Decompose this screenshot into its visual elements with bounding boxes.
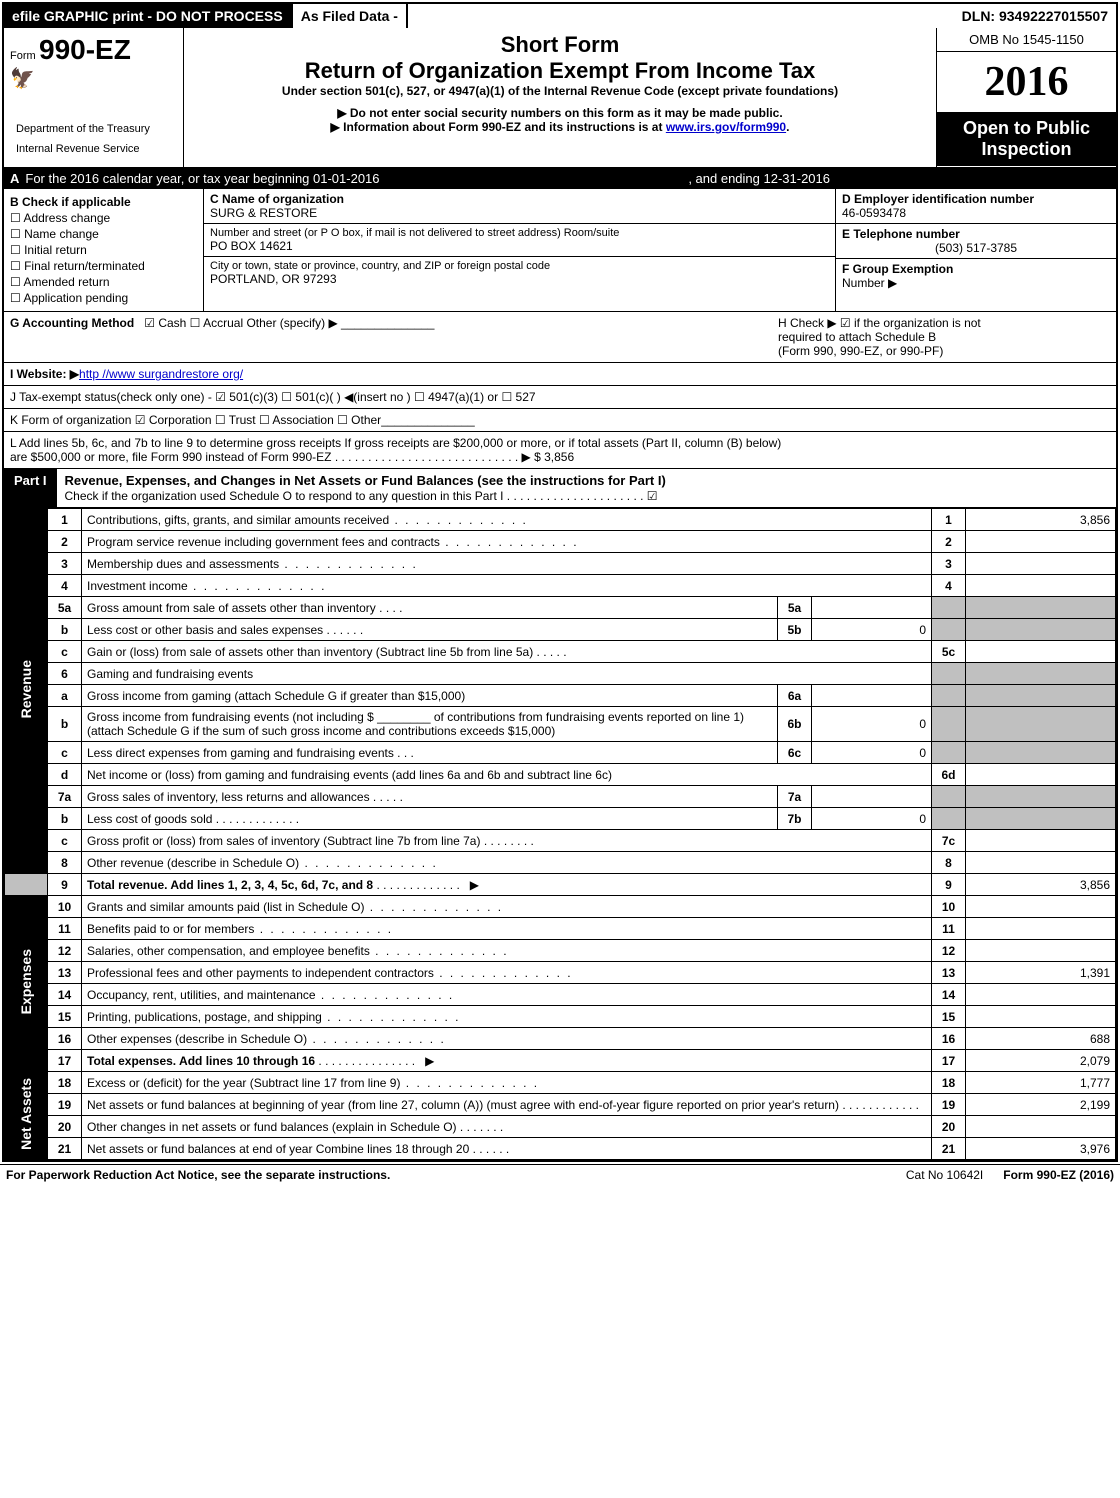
header-left: Form 990-EZ 🦅 Department of the Treasury… bbox=[4, 28, 184, 167]
dln: DLN: 93492227015507 bbox=[954, 4, 1116, 28]
revenue-side-label: Revenue bbox=[5, 509, 48, 874]
table-row: 15 Printing, publications, postage, and … bbox=[5, 1006, 1116, 1028]
table-row: 21 Net assets or fund balances at end of… bbox=[5, 1138, 1116, 1160]
expenses-side-label: Expenses bbox=[5, 896, 48, 1072]
info-link-line: ▶ Information about Form 990-EZ and its … bbox=[192, 120, 928, 134]
header-center: Short Form Return of Organization Exempt… bbox=[184, 28, 936, 167]
form-990ez: efile GRAPHIC print - DO NOT PROCESS As … bbox=[2, 2, 1118, 1162]
table-row: 13 Professional fees and other payments … bbox=[5, 962, 1116, 984]
table-row: d Net income or (loss) from gaming and f… bbox=[5, 764, 1116, 786]
header-right: OMB No 1545-1150 2016 Open to Public Ins… bbox=[936, 28, 1116, 167]
title-main: Return of Organization Exempt From Incom… bbox=[192, 58, 928, 84]
header: Form 990-EZ 🦅 Department of the Treasury… bbox=[4, 28, 1116, 168]
amt-17: 2,079 bbox=[966, 1050, 1116, 1072]
amt-21: 3,976 bbox=[966, 1138, 1116, 1160]
chk-initial-return[interactable]: Initial return bbox=[10, 243, 197, 257]
table-row: 4 Investment income 4 bbox=[5, 575, 1116, 597]
amt-19: 2,199 bbox=[966, 1094, 1116, 1116]
dept-treasury: Department of the Treasury bbox=[10, 121, 177, 141]
amt-16: 688 bbox=[966, 1028, 1116, 1050]
table-row: c Gross profit or (loss) from sales of i… bbox=[5, 830, 1116, 852]
finance-table: Revenue 1 Contributions, gifts, grants, … bbox=[4, 508, 1116, 1160]
entity-info-grid: B Check if applicable Address change Nam… bbox=[4, 189, 1116, 312]
table-row: 8 Other revenue (describe in Schedule O)… bbox=[5, 852, 1116, 874]
table-row: 14 Occupancy, rent, utilities, and maint… bbox=[5, 984, 1116, 1006]
ein-value: 46-0593478 bbox=[842, 206, 906, 220]
table-row: 9 Total revenue. Add lines 1, 2, 3, 4, 5… bbox=[5, 874, 1116, 896]
table-row: 5a Gross amount from sale of assets othe… bbox=[5, 597, 1116, 619]
table-row: 6 Gaming and fundraising events bbox=[5, 663, 1116, 685]
top-bar: efile GRAPHIC print - DO NOT PROCESS As … bbox=[4, 4, 1116, 28]
section-b-checkboxes: B Check if applicable Address change Nam… bbox=[4, 189, 204, 311]
phone-value: (503) 517-3785 bbox=[842, 241, 1110, 255]
org-name: SURG & RESTORE bbox=[210, 206, 829, 220]
org-city: PORTLAND, OR 97293 bbox=[210, 272, 829, 286]
org-street: PO BOX 14621 bbox=[210, 239, 829, 253]
website-link[interactable]: http //www surgandrestore org/ bbox=[79, 367, 243, 381]
table-row: Revenue 1 Contributions, gifts, grants, … bbox=[5, 509, 1116, 531]
amt-18: 1,777 bbox=[966, 1072, 1116, 1094]
table-row: c Less direct expenses from gaming and f… bbox=[5, 742, 1116, 764]
table-row: 2 Program service revenue including gove… bbox=[5, 531, 1116, 553]
table-row: 20 Other changes in net assets or fund b… bbox=[5, 1116, 1116, 1138]
cat-no: Cat No 10642I bbox=[886, 1168, 1003, 1182]
netassets-side-label: Net Assets bbox=[5, 1072, 48, 1160]
row-g-h: G Accounting Method ☑ Cash ☐ Accrual Oth… bbox=[4, 312, 1116, 363]
form-prefix: Form bbox=[10, 50, 36, 62]
table-row: 7a Gross sales of inventory, less return… bbox=[5, 786, 1116, 808]
chk-application-pending[interactable]: Application pending bbox=[10, 291, 197, 305]
warning-ssn: ▶ Do not enter social security numbers o… bbox=[192, 106, 928, 120]
row-j-tax-exempt: J Tax-exempt status(check only one) - ☑ … bbox=[4, 386, 1116, 409]
amt-1: 3,856 bbox=[966, 509, 1116, 531]
table-row: b Gross income from fundraising events (… bbox=[5, 707, 1116, 742]
table-row: 11 Benefits paid to or for members 11 bbox=[5, 918, 1116, 940]
table-row: b Less cost of goods sold . . . . . . . … bbox=[5, 808, 1116, 830]
chk-final-return[interactable]: Final return/terminated bbox=[10, 259, 197, 273]
section-h: H Check ▶ ☑ if the organization is not r… bbox=[770, 316, 1110, 358]
row-k-form-org: K Form of organization ☑ Corporation ☐ T… bbox=[4, 409, 1116, 432]
section-c-org: C Name of organization SURG & RESTORE Nu… bbox=[204, 189, 836, 311]
section-d-ein: D Employer identification number 46-0593… bbox=[836, 189, 1116, 311]
table-row: 12 Salaries, other compensation, and emp… bbox=[5, 940, 1116, 962]
tax-year: 2016 bbox=[937, 52, 1116, 112]
table-row: Expenses 10 Grants and similar amounts p… bbox=[5, 896, 1116, 918]
table-row: 16 Other expenses (describe in Schedule … bbox=[5, 1028, 1116, 1050]
amt-9: 3,856 bbox=[966, 874, 1116, 896]
open-inspection: Open to Public Inspection bbox=[937, 112, 1116, 166]
chk-amended-return[interactable]: Amended return bbox=[10, 275, 197, 289]
treasury-seal-icon: 🦅 bbox=[10, 66, 177, 91]
efile-notice: efile GRAPHIC print - DO NOT PROCESS bbox=[4, 4, 291, 28]
table-row: a Gross income from gaming (attach Sched… bbox=[5, 685, 1116, 707]
subtitle-section: Under section 501(c), 527, or 4947(a)(1)… bbox=[192, 84, 928, 98]
form-footer-id: Form 990-EZ (2016) bbox=[1003, 1168, 1114, 1182]
dept-irs: Internal Revenue Service bbox=[10, 141, 177, 161]
as-filed-label: As Filed Data - bbox=[291, 4, 408, 28]
amt-13: 1,391 bbox=[966, 962, 1116, 984]
chk-name-change[interactable]: Name change bbox=[10, 227, 197, 241]
table-row: 19 Net assets or fund balances at beginn… bbox=[5, 1094, 1116, 1116]
table-row: 3 Membership dues and assessments 3 bbox=[5, 553, 1116, 575]
table-row: Net Assets 18 Excess or (deficit) for th… bbox=[5, 1072, 1116, 1094]
table-row: c Gain or (loss) from sale of assets oth… bbox=[5, 641, 1116, 663]
row-i-website: I Website: ▶ http //www surgandrestore o… bbox=[4, 363, 1116, 386]
accounting-method: ☑ Cash ☐ Accrual Other (specify) ▶ bbox=[144, 316, 337, 330]
form-code: 990-EZ bbox=[39, 34, 131, 65]
row-a-tax-year: A For the 2016 calendar year, or tax yea… bbox=[4, 168, 1116, 189]
table-row: b Less cost or other basis and sales exp… bbox=[5, 619, 1116, 641]
part-1-header: Part I Revenue, Expenses, and Changes in… bbox=[4, 469, 1116, 508]
row-l-gross-receipts: L Add lines 5b, 6c, and 7b to line 9 to … bbox=[4, 432, 1116, 469]
table-row: 17 Total expenses. Add lines 10 through … bbox=[5, 1050, 1116, 1072]
omb-number: OMB No 1545-1150 bbox=[937, 28, 1116, 52]
title-short: Short Form bbox=[192, 32, 928, 58]
chk-address-change[interactable]: Address change bbox=[10, 211, 197, 225]
paperwork-notice: For Paperwork Reduction Act Notice, see … bbox=[6, 1168, 886, 1182]
irs-link[interactable]: www.irs.gov/form990 bbox=[666, 120, 786, 134]
page-footer: For Paperwork Reduction Act Notice, see … bbox=[0, 1164, 1120, 1185]
